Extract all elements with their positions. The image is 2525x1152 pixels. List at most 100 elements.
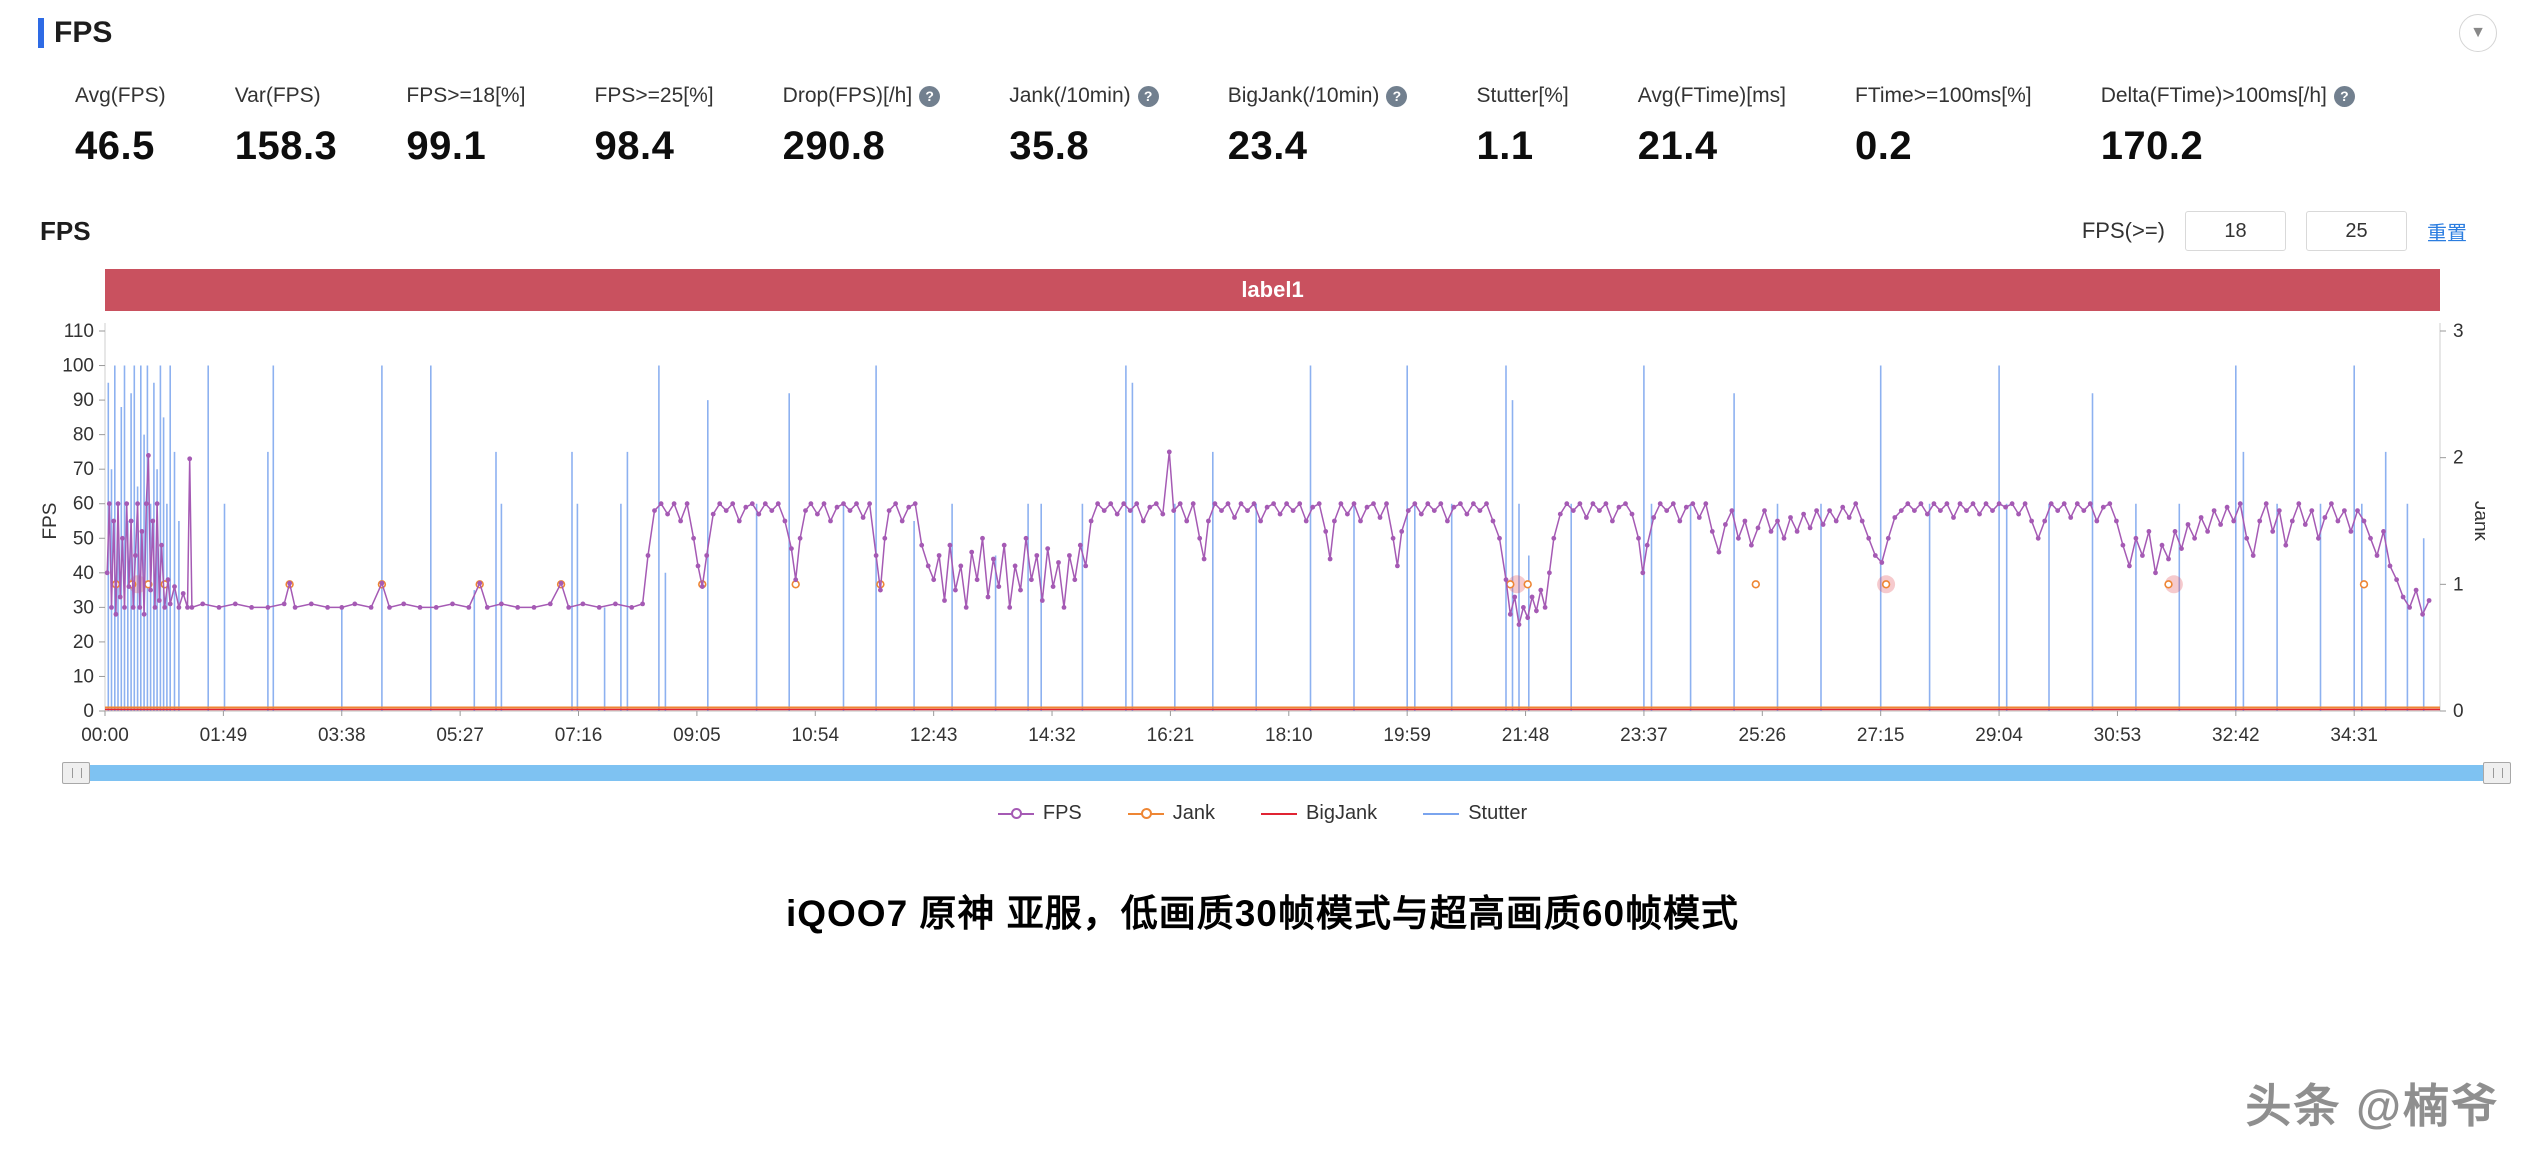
stat-value: 99.1	[406, 124, 487, 168]
svg-text:19:59: 19:59	[1383, 725, 1431, 746]
svg-text:40: 40	[73, 563, 94, 584]
legend-label: FPS	[1042, 802, 1082, 824]
svg-text:12:43: 12:43	[910, 725, 958, 746]
stat-fps-ge-25: FPS>=25[%] 98.4	[595, 84, 714, 169]
stat-bigjank: BigJank(/10min)? 23.4	[1228, 84, 1408, 169]
svg-text:14:32: 14:32	[1028, 725, 1076, 746]
stat-var-fps: Var(FPS) 158.3	[235, 84, 338, 169]
svg-text:2: 2	[2453, 448, 2464, 469]
stat-avg-ftime: Avg(FTime)[ms] 21.4	[1638, 84, 1786, 169]
stat-label: Avg(FTime)[ms]	[1637, 84, 1786, 107]
stat-label: Delta(FTime)>100ms[/h]	[2100, 84, 2327, 107]
stat-stutter: Stutter[%] 1.1	[1477, 84, 1569, 169]
threshold-input-low[interactable]	[2185, 211, 2286, 251]
legend-jank[interactable]: Jank	[1127, 802, 1215, 825]
stat-delta-ftime: Delta(FTime)>100ms[/h]? 170.2	[2101, 84, 2355, 169]
stat-fps-ge-18: FPS>=18[%] 99.1	[406, 84, 525, 169]
stat-value: 170.2	[2100, 124, 2204, 168]
stat-value: 21.4	[1637, 124, 1718, 168]
stat-label: FPS>=18[%]	[406, 84, 526, 107]
svg-text:25:26: 25:26	[1739, 725, 1787, 746]
threshold-label: FPS(>=)	[2081, 218, 2165, 243]
svg-text:27:15: 27:15	[1857, 725, 1905, 746]
stat-ftime-ge-100: FTime>=100ms[%] 0.2	[1855, 84, 2032, 169]
svg-text:1: 1	[2453, 574, 2464, 595]
svg-text:60: 60	[73, 494, 94, 515]
stat-drop-fps: Drop(FPS)[/h]? 290.8	[783, 84, 941, 169]
svg-text:0: 0	[2453, 701, 2464, 722]
reset-link[interactable]: 重置	[2427, 222, 2467, 245]
svg-text:10: 10	[73, 666, 94, 687]
legend-label: Stutter	[1468, 802, 1528, 824]
chart-scrollbar	[62, 762, 2511, 784]
stat-value: 290.8	[782, 124, 886, 168]
stat-label: FPS>=25[%]	[594, 84, 714, 107]
stat-avg-fps: Avg(FPS) 46.5	[75, 84, 166, 169]
svg-text:30:53: 30:53	[2094, 725, 2142, 746]
fps-series-marker-icon	[997, 807, 1034, 819]
help-icon[interactable]: ?	[1137, 85, 1159, 107]
accent-bar	[38, 18, 44, 48]
chart-caption: iQOO7 原神 亚服，低画质30帧模式与超高画质60帧模式	[785, 893, 1740, 934]
scrollbar-track[interactable]	[90, 765, 2483, 781]
stat-value: 23.4	[1227, 124, 1308, 168]
svg-text:0: 0	[83, 701, 94, 722]
stat-label: Avg(FPS)	[75, 84, 166, 107]
threshold-input-high[interactable]	[2306, 211, 2407, 251]
stat-value: 35.8	[1009, 124, 1090, 168]
svg-text:00:00: 00:00	[81, 725, 129, 746]
stat-value: 158.3	[234, 124, 338, 168]
svg-text:21:48: 21:48	[1502, 725, 1550, 746]
help-icon[interactable]: ?	[2333, 85, 2355, 107]
stat-label: Stutter[%]	[1476, 84, 1569, 107]
stat-label: Var(FPS)	[234, 84, 321, 107]
svg-text:16:21: 16:21	[1147, 725, 1195, 746]
threshold-controls: FPS(>=) 重置	[2082, 211, 2467, 251]
stat-value: 1.1	[1476, 124, 1534, 168]
svg-text:23:37: 23:37	[1620, 725, 1668, 746]
panel-header: FPS	[0, 0, 2525, 50]
svg-text:01:49: 01:49	[200, 725, 248, 746]
watermark: 头条 @楠爷	[2245, 1080, 2499, 1132]
scrollbar-right-handle[interactable]	[2483, 762, 2511, 784]
stat-value: 46.5	[75, 124, 155, 168]
stat-label: Jank(/10min)	[1009, 84, 1131, 107]
bigjank-series-marker-icon	[1261, 812, 1298, 815]
svg-text:FPS: FPS	[40, 503, 61, 540]
svg-text:03:38: 03:38	[318, 725, 366, 746]
stats-row: Avg(FPS) 46.5 Var(FPS) 158.3 FPS>=18[%] …	[0, 84, 2525, 169]
chart-legend: FPS Jank BigJank Stutter	[0, 802, 2525, 825]
stutter-series-marker-icon	[1423, 812, 1460, 815]
stat-jank: Jank(/10min)? 35.8	[1009, 84, 1159, 169]
stat-label: BigJank(/10min)	[1227, 84, 1380, 107]
stat-label: Drop(FPS)[/h]	[782, 84, 913, 107]
collapse-button[interactable]: ▼	[2459, 14, 2497, 52]
svg-text:05:27: 05:27	[436, 725, 484, 746]
chart-section-title: FPS	[40, 215, 91, 246]
svg-text:80: 80	[73, 425, 94, 446]
chart-label-banner: label1	[105, 269, 2440, 311]
stat-value: 0.2	[1855, 124, 1913, 168]
svg-text:20: 20	[73, 632, 94, 653]
panel-title: FPS	[54, 16, 113, 49]
legend-stutter[interactable]: Stutter	[1423, 802, 1527, 825]
chart-section-header: FPS FPS(>=) 重置	[0, 211, 2525, 251]
svg-text:110: 110	[64, 321, 94, 342]
svg-text:Jank: Jank	[2470, 501, 2485, 542]
jank-series-marker-icon	[1127, 807, 1164, 819]
svg-text:32:42: 32:42	[2212, 725, 2260, 746]
help-icon[interactable]: ?	[1386, 85, 1408, 107]
svg-text:3: 3	[2453, 321, 2464, 342]
svg-text:18:10: 18:10	[1265, 725, 1313, 746]
legend-fps[interactable]: FPS	[997, 802, 1082, 825]
svg-text:30: 30	[73, 597, 94, 618]
svg-text:70: 70	[73, 459, 94, 480]
scrollbar-left-handle[interactable]	[62, 762, 90, 784]
svg-text:90: 90	[73, 390, 94, 411]
legend-bigjank[interactable]: BigJank	[1261, 802, 1377, 825]
stat-value: 98.4	[594, 124, 675, 168]
svg-text:50: 50	[73, 528, 94, 549]
svg-text:07:16: 07:16	[555, 725, 603, 746]
help-icon[interactable]: ?	[919, 85, 941, 107]
fps-chart[interactable]: 0 10 20 30 40 50 60 70 80 90 100 110 0 1 2 3 00:00 01:49 0…	[40, 313, 2485, 758]
